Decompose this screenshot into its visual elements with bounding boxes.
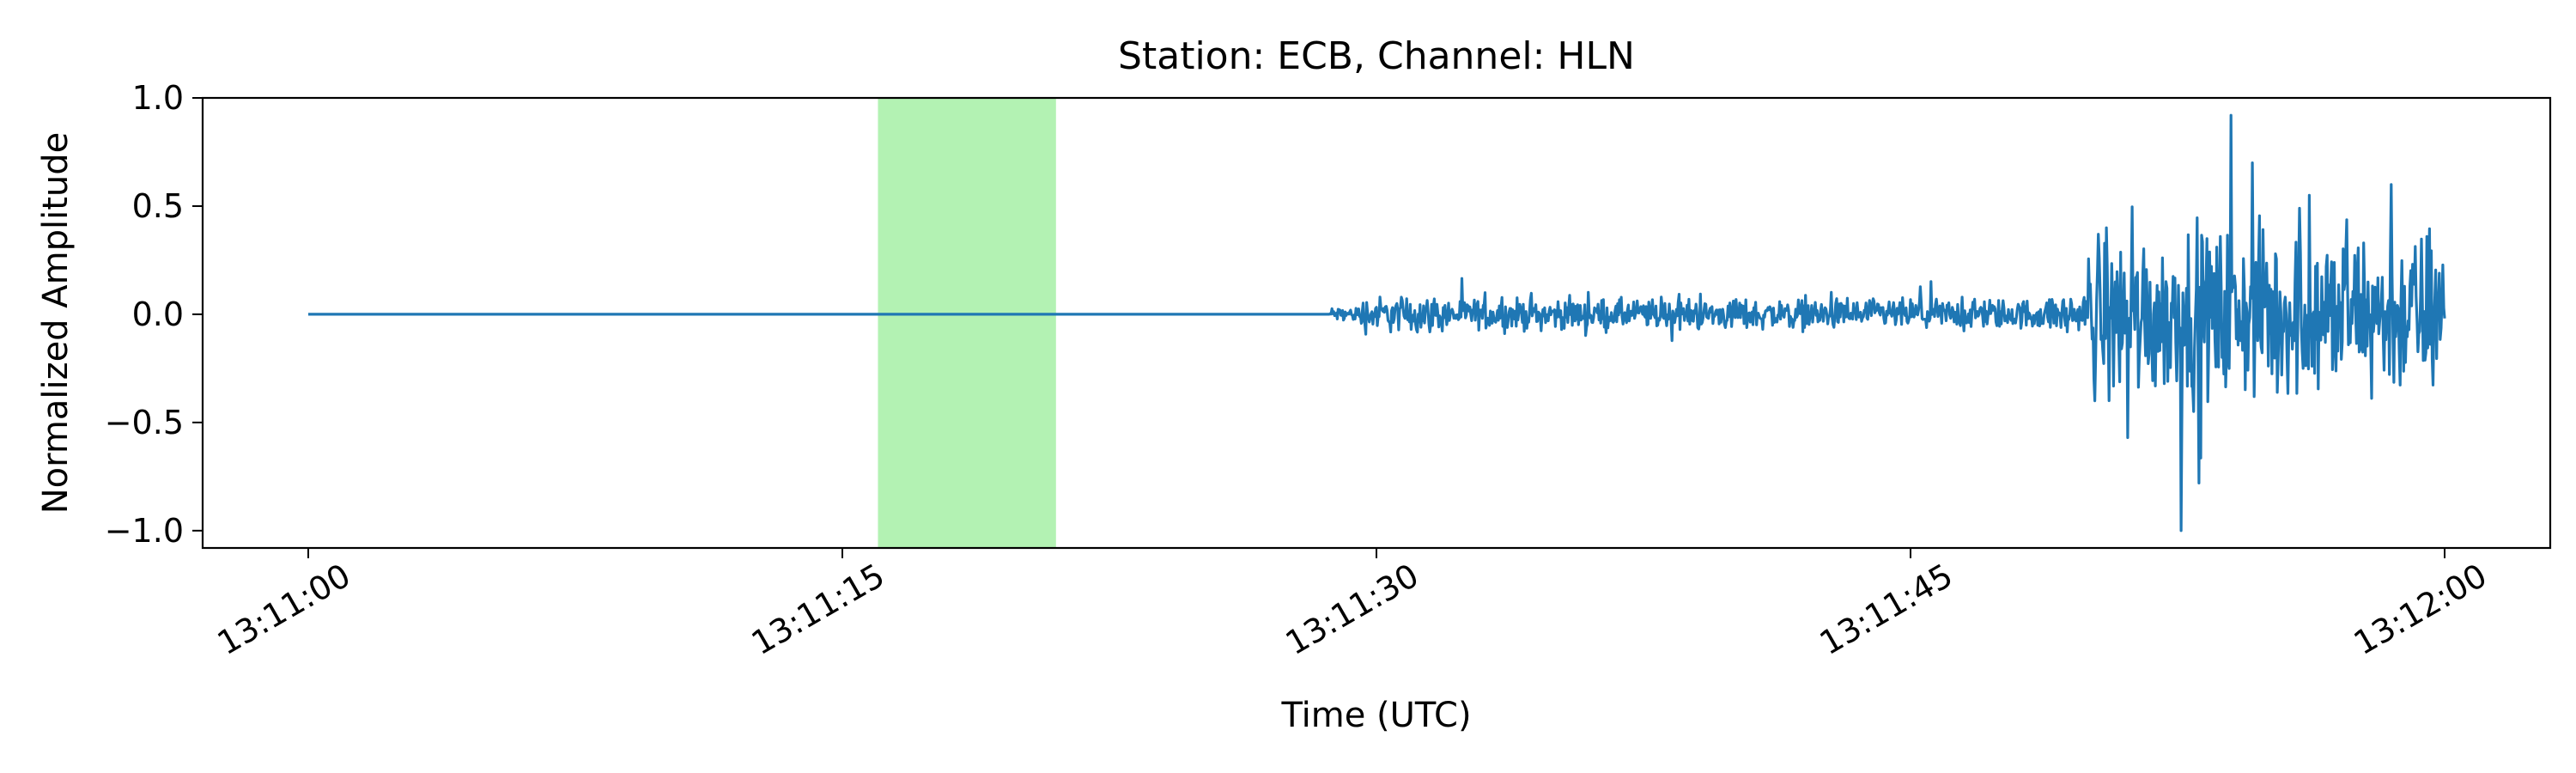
x-tick-label: 13:11:15 [745,557,891,662]
y-tick-label: 0.0 [132,295,184,333]
x-tick-label: 13:11:00 [211,557,357,662]
y-tick-label: 1.0 [132,79,184,117]
x-axis-label: Time (UTC) [1280,696,1471,735]
y-tick-labels: 1.0 0.5 0.0 −0.5 −1.0 [105,79,184,550]
x-tick-label: 13:11:30 [1279,557,1425,662]
y-axis-label: Normalized Amplitude [36,132,76,514]
x-tick-label: 13:12:00 [2348,557,2494,662]
plot-area-frame [201,96,2552,550]
chart-title: Station: ECB, Channel: HLN [1118,34,1635,78]
waveform-series-line [307,113,2446,533]
y-tick-label: 0.5 [132,187,184,225]
y-tick-label: −0.5 [105,404,184,441]
y-tick-label: −1.0 [105,512,184,550]
highlight-span [878,98,1056,548]
x-tick-label: 13:11:45 [1814,557,1959,662]
x-tick-labels: 13:11:00 13:11:15 13:11:30 13:11:45 13:12:00 [211,557,2494,662]
axis-ticks [192,97,2445,558]
